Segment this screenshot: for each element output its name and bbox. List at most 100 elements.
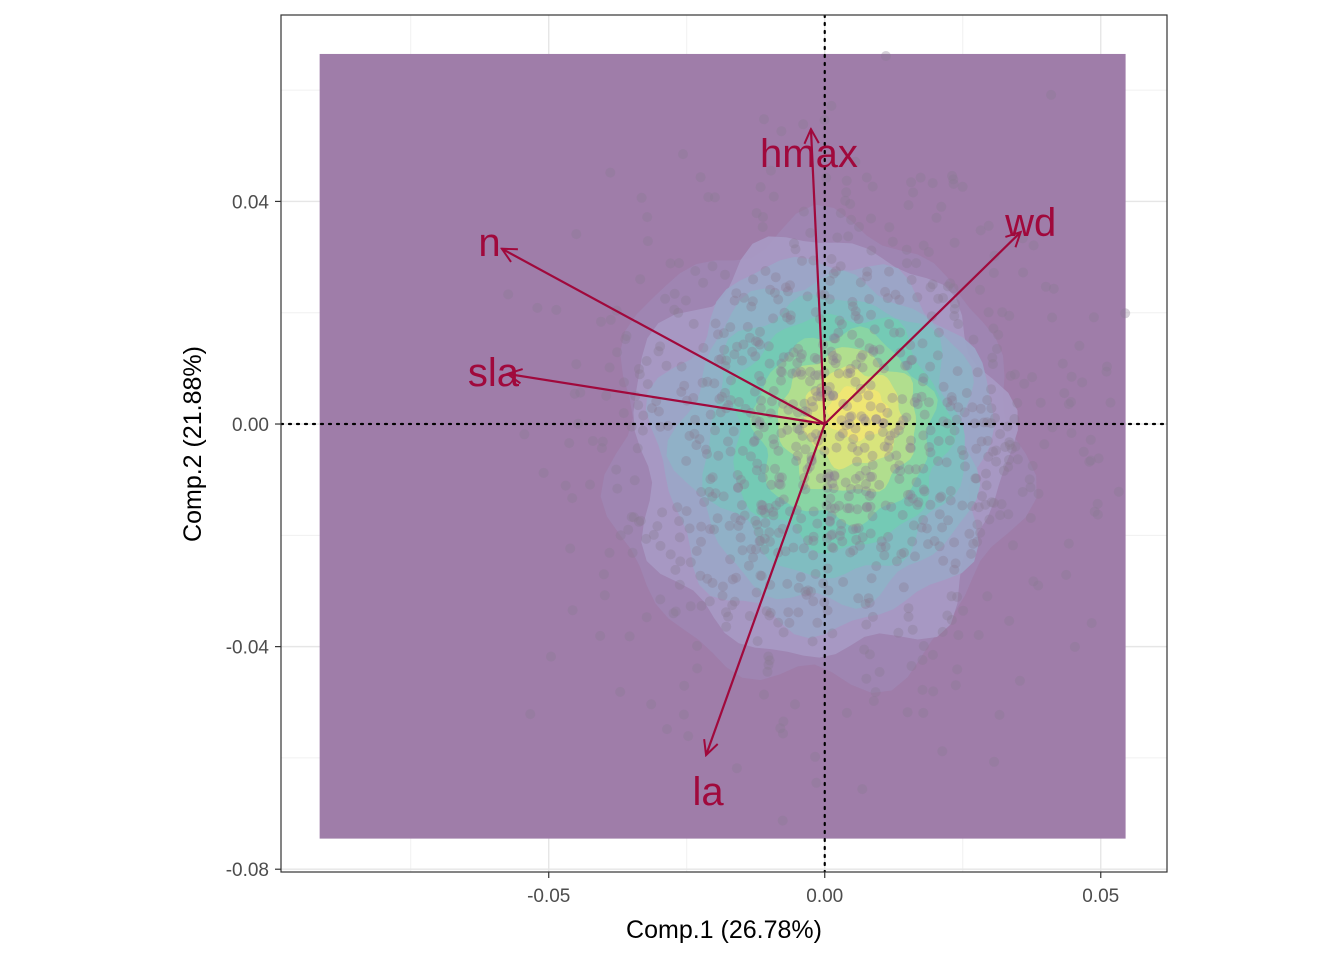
- observation-point: [663, 420, 673, 431]
- observation-point: [1061, 569, 1072, 580]
- observation-point: [937, 626, 948, 637]
- observation-point: [876, 536, 887, 547]
- observation-point: [869, 324, 880, 335]
- observation-point: [764, 610, 775, 621]
- observation-point: [791, 441, 802, 452]
- observation-point: [874, 344, 885, 355]
- observation-point: [778, 716, 789, 727]
- observation-point: [810, 569, 821, 579]
- observation-point: [792, 450, 803, 461]
- loading-label-n: n: [478, 221, 500, 265]
- observation-point: [756, 499, 767, 510]
- observation-point: [752, 519, 763, 530]
- observation-point: [778, 627, 789, 638]
- observation-point: [874, 667, 885, 677]
- observation-point: [779, 307, 790, 318]
- observation-point: [791, 367, 802, 378]
- observation-point: [1063, 538, 1074, 549]
- observation-point: [776, 367, 787, 378]
- observation-point: [633, 364, 644, 374]
- observation-point: [942, 610, 953, 621]
- observation-point: [701, 444, 711, 455]
- observation-point: [758, 212, 768, 222]
- observation-point: [953, 402, 964, 413]
- observation-point: [949, 537, 960, 548]
- observation-point: [834, 431, 845, 442]
- observation-point: [882, 293, 893, 304]
- observation-point: [764, 358, 775, 369]
- observation-point: [906, 274, 917, 285]
- observation-point: [931, 212, 942, 223]
- observation-point: [918, 373, 929, 383]
- observation-point: [1113, 486, 1124, 497]
- observation-point: [738, 292, 749, 303]
- observation-point: [731, 572, 742, 583]
- observation-point: [674, 258, 684, 269]
- observation-point: [1077, 377, 1088, 388]
- observation-point: [812, 518, 823, 529]
- observation-point: [798, 543, 809, 554]
- observation-point: [785, 310, 796, 321]
- loading-label-sla: sla: [468, 351, 520, 395]
- observation-point: [861, 502, 872, 513]
- observation-point: [884, 451, 895, 462]
- observation-point: [627, 547, 638, 558]
- observation-point: [941, 457, 952, 468]
- observation-point: [683, 731, 694, 742]
- observation-point: [859, 644, 870, 655]
- observation-point: [863, 390, 874, 401]
- observation-point: [794, 425, 805, 435]
- observation-point: [604, 547, 615, 558]
- observation-point: [912, 499, 923, 510]
- observation-point: [760, 266, 771, 276]
- observation-point: [865, 471, 876, 482]
- observation-point: [925, 447, 936, 458]
- observation-point: [728, 426, 739, 437]
- observation-point: [818, 339, 829, 350]
- observation-point: [755, 326, 765, 337]
- observation-point: [773, 445, 784, 456]
- observation-point: [901, 412, 912, 423]
- observation-point: [826, 530, 836, 541]
- observation-point: [845, 199, 856, 209]
- observation-point: [768, 510, 779, 521]
- observation-point: [1004, 310, 1015, 321]
- observation-point: [734, 397, 744, 407]
- observation-point: [765, 165, 776, 176]
- observation-point: [859, 442, 870, 453]
- observation-point: [879, 550, 890, 561]
- observation-point: [751, 415, 762, 426]
- observation-point: [825, 493, 836, 504]
- observation-point: [710, 425, 720, 436]
- observation-point: [915, 172, 926, 183]
- y-tick-label: -0.04: [226, 638, 270, 659]
- observation-point: [850, 310, 861, 321]
- observation-point: [641, 533, 652, 544]
- observation-point: [808, 550, 819, 561]
- observation-point: [763, 659, 774, 670]
- observation-point: [824, 294, 835, 305]
- observation-point: [851, 534, 862, 545]
- observation-point: [769, 439, 780, 450]
- observation-point: [933, 327, 944, 338]
- observation-point: [754, 536, 765, 546]
- observation-point: [681, 506, 692, 517]
- observation-point: [912, 399, 923, 410]
- axis-ticks: -0.05 0.00 0.05 0.04 0.00 -0.04 -0.08: [226, 192, 1120, 907]
- observation-point: [967, 501, 978, 511]
- observation-point: [694, 434, 705, 445]
- observation-point: [1120, 308, 1131, 319]
- observation-point: [889, 428, 900, 439]
- observation-point: [983, 451, 994, 462]
- observation-point: [1074, 340, 1085, 351]
- observation-point: [647, 403, 657, 414]
- observation-point: [653, 406, 664, 417]
- observation-point: [633, 400, 644, 411]
- observation-point: [745, 451, 756, 462]
- observation-point: [720, 387, 730, 398]
- observation-point: [1003, 509, 1014, 520]
- observation-point: [567, 605, 578, 616]
- observation-point: [601, 390, 612, 401]
- observation-point: [950, 298, 960, 309]
- observation-point: [744, 332, 755, 343]
